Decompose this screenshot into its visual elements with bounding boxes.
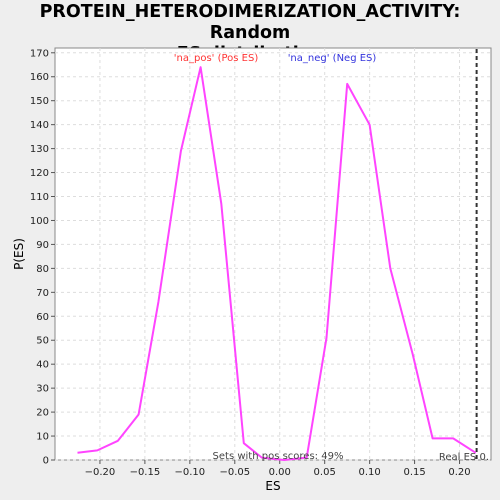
y-axis-title: P(ES) [12, 238, 26, 270]
x-axis-title: ES [265, 479, 280, 493]
y-axis: 0 10 20 30 40 50 60 70 80 90 100 110 120 130 140 150 160… [30, 48, 55, 466]
x-tick-label: 0.20 [448, 467, 470, 478]
x-tick-label: −0.15 [130, 467, 161, 478]
y-tick-label: 160 [30, 72, 49, 83]
y-tick-label: 30 [36, 384, 49, 395]
y-tick-label: 40 [36, 360, 49, 371]
x-tick-label: 0.10 [359, 467, 381, 478]
x-tick-label: 0.05 [314, 467, 336, 478]
y-tick-label: 70 [36, 288, 49, 299]
plot-area [55, 48, 491, 460]
y-tick-label: 60 [36, 312, 49, 323]
y-tick-label: 130 [30, 144, 49, 155]
y-tick-label: 90 [36, 240, 49, 251]
x-tick-label: −0.10 [175, 467, 206, 478]
x-tick-label: −0.20 [85, 467, 116, 478]
y-tick-label: 100 [30, 216, 49, 227]
neg-es-label: 'na_neg' (Neg ES) [288, 53, 377, 64]
y-tick-label: 10 [36, 432, 49, 443]
x-tick-label: −0.05 [219, 467, 250, 478]
x-tick-label: 0.00 [269, 467, 291, 478]
sets-with-pos-scores-label: Sets with pos scores: 49% [213, 451, 344, 462]
y-tick-label: 50 [36, 336, 49, 347]
x-tick-label: 0.15 [403, 467, 425, 478]
x-axis: −0.20 −0.15 −0.10 −0.05 0.00 0.05 0.10 0.15 0.20 [85, 460, 471, 478]
y-tick-label: 20 [36, 408, 49, 419]
real-es-label: Real ES 0. [439, 452, 489, 463]
y-tick-label: 120 [30, 168, 49, 179]
y-tick-label: 80 [36, 264, 49, 275]
y-tick-label: 0 [43, 456, 49, 467]
pos-es-label: 'na_pos' (Pos ES) [174, 53, 259, 64]
y-tick-label: 150 [30, 96, 49, 107]
y-tick-label: 110 [30, 192, 49, 203]
y-tick-label: 170 [30, 48, 49, 59]
y-tick-label: 140 [30, 120, 49, 131]
